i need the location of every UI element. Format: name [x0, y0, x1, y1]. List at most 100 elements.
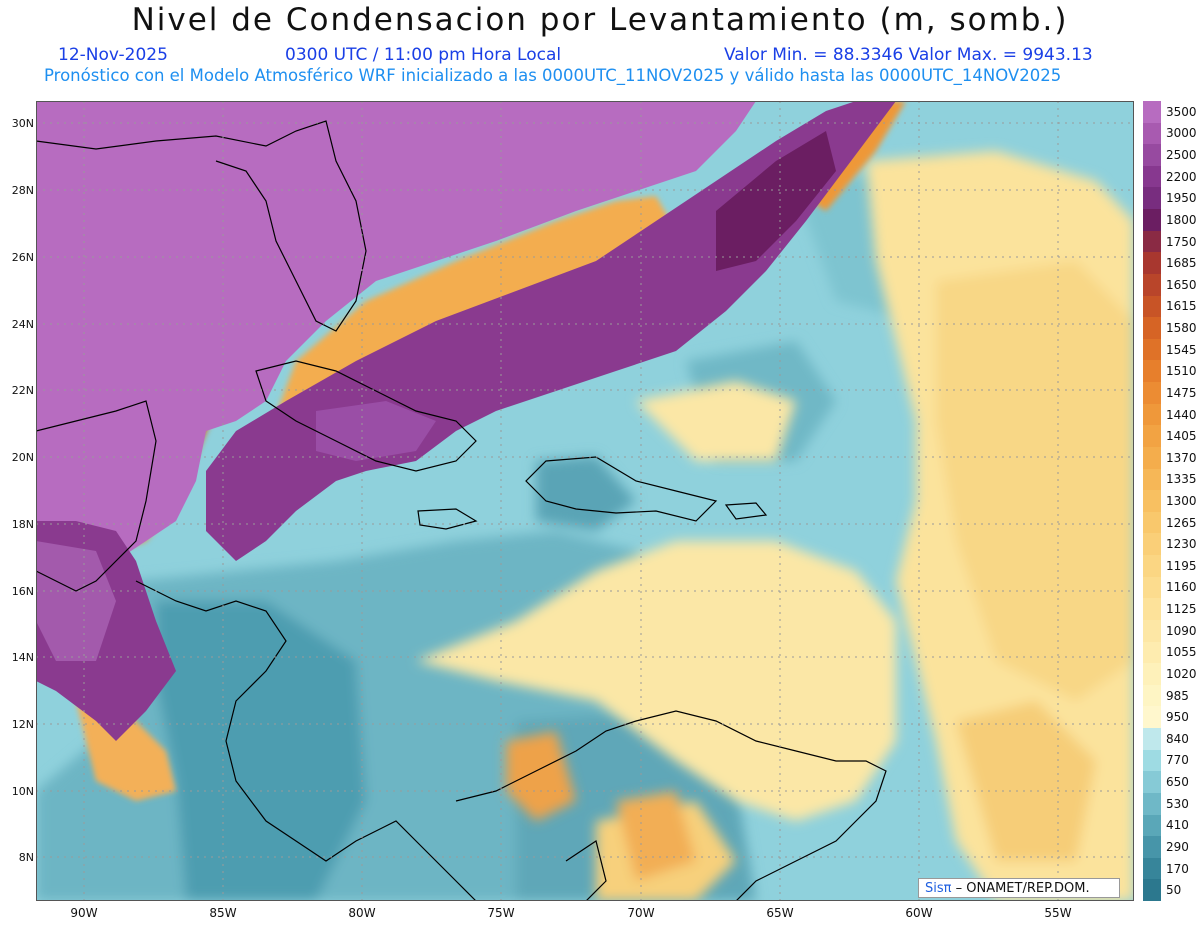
moderate-lcl-field	[416, 151, 1134, 901]
colorbar-level-label: 1055	[1166, 645, 1197, 660]
colorbar-swatch	[1143, 663, 1161, 686]
lat-label: 20N	[11, 451, 34, 464]
colorbar-swatch	[1143, 490, 1161, 513]
colorbar-swatch	[1143, 468, 1161, 491]
lat-label: 8N	[18, 851, 34, 864]
colorbar-swatch	[1143, 209, 1161, 232]
colorbar-level-label: 2500	[1166, 148, 1197, 163]
colorbar	[1143, 101, 1161, 902]
lon-label: 70W	[627, 906, 655, 920]
colorbar-level-label: 1125	[1166, 602, 1197, 617]
colorbar-level-label: 1265	[1166, 515, 1197, 530]
colorbar-level-label: 290	[1166, 839, 1189, 854]
lat-label: 30N	[11, 117, 34, 130]
colorbar-swatch	[1143, 511, 1161, 534]
colorbar-swatch	[1143, 273, 1161, 297]
coastlines	[36, 120, 887, 901]
colorbar-level-label: 170	[1166, 861, 1189, 876]
sispi-logo-text: Sisπ	[925, 881, 952, 896]
lat-label: 28N	[11, 184, 34, 197]
colorbar-swatch	[1143, 706, 1161, 729]
colorbar-swatch	[1143, 684, 1161, 707]
colorbar-level-label: 1475	[1166, 385, 1197, 400]
lon-label: 85W	[209, 906, 237, 920]
colorbar-level-label: 410	[1166, 818, 1189, 833]
colorbar-swatch	[1143, 101, 1161, 124]
colorbar-level-label: 1195	[1166, 558, 1197, 573]
colorbar-swatch	[1143, 771, 1161, 794]
colorbar-swatch	[1143, 425, 1161, 448]
colorbar-swatch	[1143, 252, 1161, 275]
lat-label: 18N	[11, 518, 34, 531]
lon-label: 55W	[1044, 906, 1072, 920]
colorbar-swatch	[1143, 446, 1161, 470]
credit-text: – ONAMET/REP.DOM.	[951, 881, 1090, 896]
lat-label: 14N	[11, 651, 34, 664]
lon-label: 75W	[487, 906, 515, 920]
colorbar-swatch	[1143, 382, 1161, 405]
colorbar-level-label: 1580	[1166, 321, 1197, 336]
map-title: Nivel de Condensacion por Levantamiento …	[131, 2, 1069, 38]
colorbar-swatch	[1143, 792, 1161, 815]
colorbar-swatch	[1143, 641, 1161, 664]
colorbar-level-label: 770	[1166, 753, 1189, 768]
lon-label: 90W	[70, 906, 98, 920]
lat-label: 22N	[11, 384, 34, 397]
map-frame	[36, 101, 1134, 901]
colorbar-swatch	[1143, 836, 1161, 859]
colorbar-level-label: 1615	[1166, 299, 1197, 314]
lat-label: 24N	[11, 318, 34, 331]
value-range: Valor Min. = 88.3346 Valor Max. = 9943.1…	[724, 45, 1093, 65]
colorbar-swatch	[1143, 749, 1161, 772]
credit-box: Sisπ – ONAMET/REP.DOM.	[918, 878, 1120, 898]
lon-label: 80W	[348, 906, 376, 920]
colorbar-swatch	[1143, 122, 1161, 145]
graticule	[36, 101, 1134, 901]
colorbar-level-label: 1090	[1166, 623, 1197, 638]
colorbar-level-label: 1020	[1166, 666, 1197, 681]
colorbar-level-label: 1685	[1166, 256, 1197, 271]
colorbar-swatch	[1143, 598, 1161, 621]
forecast-time: 0300 UTC / 11:00 pm Hora Local	[285, 45, 562, 65]
lat-label: 26N	[11, 251, 34, 264]
colorbar-level-label: 650	[1166, 775, 1189, 790]
lcl-map-svg	[36, 101, 1134, 901]
colorbar-level-label: 1950	[1166, 191, 1197, 206]
colorbar-level-label: 1750	[1166, 234, 1197, 249]
colorbar-level-label: 1160	[1166, 580, 1197, 595]
colorbar-level-label: 1800	[1166, 212, 1197, 227]
lon-label: 60W	[905, 906, 933, 920]
colorbar-swatch	[1143, 295, 1161, 318]
colorbar-swatch	[1143, 814, 1161, 837]
colorbar-level-label: 3500	[1166, 104, 1197, 119]
very-high-lcl-field	[36, 101, 896, 741]
colorbar-swatch	[1143, 165, 1161, 188]
lat-label: 16N	[11, 585, 34, 598]
colorbar-level-label: 1370	[1166, 450, 1197, 465]
colorbar-level-label: 2200	[1166, 169, 1197, 184]
colorbar-swatch	[1143, 533, 1161, 556]
colorbar-level-label: 50	[1166, 883, 1182, 898]
colorbar-level-label: 1545	[1166, 342, 1197, 357]
colorbar-swatch	[1143, 555, 1161, 578]
colorbar-level-label: 1440	[1166, 407, 1197, 422]
lon-label: 65W	[766, 906, 794, 920]
colorbar-swatch	[1143, 728, 1161, 751]
colorbar-level-label: 1510	[1166, 364, 1197, 379]
colorbar-level-label: 1335	[1166, 472, 1197, 487]
colorbar-swatch	[1143, 360, 1161, 383]
lat-label: 12N	[11, 718, 34, 731]
colorbar-swatch	[1143, 187, 1161, 210]
forecast-note: Pronóstico con el Modelo Atmosférico WRF…	[44, 66, 1062, 85]
colorbar-level-label: 1405	[1166, 429, 1197, 444]
colorbar-level-label: 985	[1166, 688, 1189, 703]
colorbar-swatch	[1143, 403, 1161, 426]
colorbar-swatch	[1143, 619, 1161, 643]
colorbar-level-label: 530	[1166, 796, 1189, 811]
colorbar-level-label: 1300	[1166, 494, 1197, 508]
forecast-date: 12-Nov-2025	[58, 45, 168, 65]
colorbar-swatch	[1143, 879, 1161, 902]
colorbar-swatch	[1143, 576, 1161, 599]
colorbar-level-label: 840	[1166, 731, 1189, 746]
lcl-map	[36, 101, 1134, 901]
